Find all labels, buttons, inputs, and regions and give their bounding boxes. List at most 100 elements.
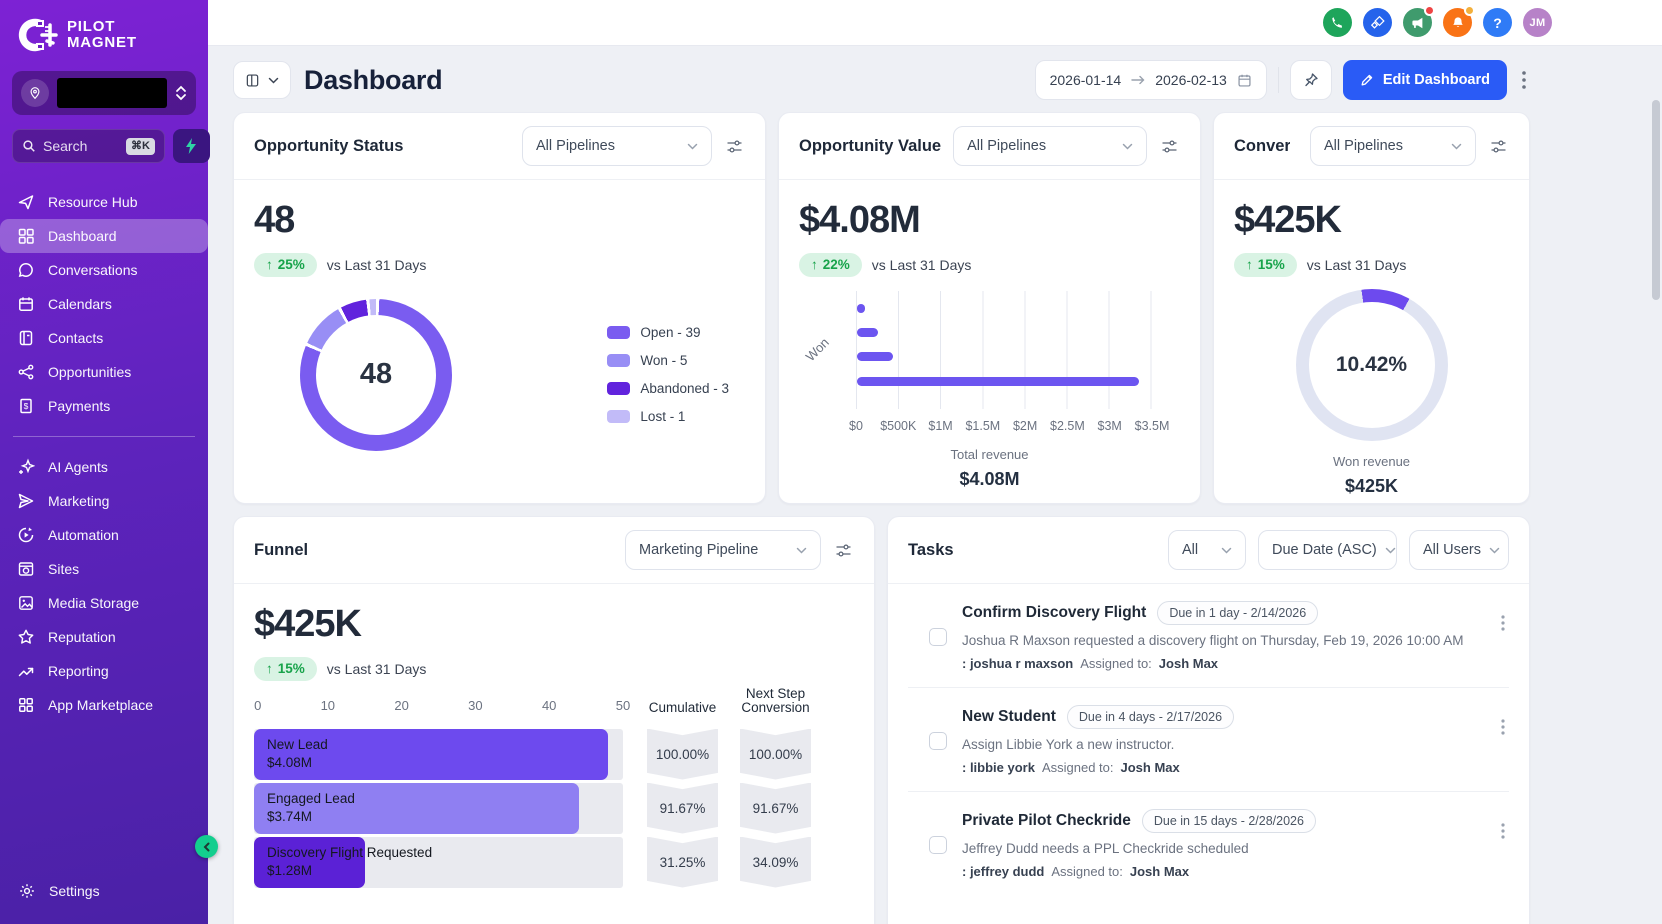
pipeline-select[interactable]: All Pipelines: [522, 126, 712, 166]
gear-icon: [18, 882, 36, 900]
sidebar-item-contacts[interactable]: Contacts: [0, 321, 208, 355]
sidebar-item-app-marketplace[interactable]: App Marketplace: [0, 688, 208, 722]
sidebar-item-automation[interactable]: Automation: [0, 518, 208, 552]
sidebar-item-sites[interactable]: Sites: [0, 552, 208, 586]
funnel-card: Funnel Marketing Pipeline $425K ↑ 15% vs …: [233, 516, 875, 924]
browser-globe-icon: [17, 560, 35, 578]
sidebar-item-conversations[interactable]: Conversations: [0, 253, 208, 287]
stage-label: Engaged Lead: [267, 790, 355, 806]
funnel-row[interactable]: Engaged Lead $3.74M: [254, 782, 623, 834]
stage-value: $3.74M: [267, 808, 313, 824]
phone-button[interactable]: [1323, 8, 1352, 37]
sidebar-item-calendars[interactable]: Calendars: [0, 287, 208, 321]
sidebar-item-resource-hub[interactable]: Resource Hub: [0, 185, 208, 219]
page-header: Dashboard 2026-01-14 2026-02-13: [233, 59, 1530, 101]
sidebar-item-label: Settings: [49, 883, 100, 899]
pipeline-select[interactable]: Marketing Pipeline: [625, 530, 821, 570]
widget-filter-button[interactable]: [833, 540, 854, 561]
user-avatar[interactable]: JM: [1523, 8, 1552, 37]
dashboard-picker-button[interactable]: [233, 61, 291, 99]
task-user-filter[interactable]: All Users: [1409, 530, 1509, 570]
notifications-button[interactable]: [1443, 5, 1475, 37]
due-date-badge: Due in 4 days - 2/17/2026: [1066, 705, 1235, 729]
announcements-button[interactable]: [1403, 5, 1435, 37]
page-scrollbar[interactable]: [1652, 100, 1660, 300]
rewards-button[interactable]: [1363, 8, 1392, 37]
chevron-down-icon: [1221, 547, 1232, 554]
sidebar-item-ai-agents[interactable]: AI Agents: [0, 450, 208, 484]
up-arrow-icon: ↑: [811, 257, 818, 272]
task-kebab-menu[interactable]: [1497, 715, 1509, 739]
sidebar-item-label: Reporting: [48, 663, 109, 679]
next-step-cell: 100.00%: [740, 728, 811, 780]
widget-filter-button[interactable]: [724, 136, 745, 157]
select-value: Marketing Pipeline: [639, 542, 759, 558]
quick-actions-button[interactable]: [172, 129, 210, 163]
compare-label: vs Last 31 Days: [1306, 256, 1407, 273]
sidebar-item-opportunities[interactable]: Opportunities: [0, 355, 208, 389]
task-assignee: Josh Max: [1129, 864, 1190, 879]
divider: [1277, 67, 1279, 93]
arrow-right-icon: [1131, 75, 1145, 85]
sidebar-item-label: AI Agents: [48, 459, 108, 475]
up-arrow-icon: ↑: [266, 257, 273, 272]
chevron-down-icon: [687, 143, 698, 150]
calendar-icon: [1237, 73, 1252, 88]
task-kebab-menu[interactable]: [1497, 611, 1509, 635]
task-contact[interactable]: : jeffrey dudd: [962, 864, 1045, 879]
task-checkbox[interactable]: [929, 836, 947, 854]
sidebar-item-reputation[interactable]: Reputation: [0, 620, 208, 654]
funnel-row[interactable]: Discovery Flight Requested $1.28M: [254, 836, 623, 888]
sidebar-collapse-button[interactable]: [195, 835, 218, 858]
pin-dashboard-button[interactable]: [1289, 60, 1332, 100]
funnel-chart: 0 10 20 30 40 50 New Lead $4.08M Engaged …: [234, 686, 874, 891]
sidebar-item-payments[interactable]: $ Payments: [0, 389, 208, 423]
invoice-dollar-icon: $: [17, 397, 35, 415]
account-chevrons-icon: [175, 85, 187, 101]
task-checkbox[interactable]: [929, 732, 947, 750]
legend-swatch: [607, 354, 631, 367]
search-input[interactable]: [43, 138, 119, 154]
sidebar-item-reporting[interactable]: Reporting: [0, 654, 208, 688]
account-switcher[interactable]: [12, 71, 196, 115]
search-icon: [22, 139, 36, 153]
task-sort-select[interactable]: Due Date (ASC): [1258, 530, 1397, 570]
widget-filter-button[interactable]: [1159, 136, 1180, 157]
task-status-filter[interactable]: All: [1168, 530, 1246, 570]
funnel-total-value: $425K: [254, 603, 362, 645]
pilot-magnet-logo-icon: [14, 15, 58, 55]
task-checkbox[interactable]: [929, 628, 947, 646]
widget-filter-button[interactable]: [1488, 136, 1509, 157]
header-kebab-menu[interactable]: [1518, 67, 1530, 93]
y-axis-label: Won: [802, 334, 833, 365]
date-end: 2026-02-13: [1155, 72, 1227, 88]
compare-label: vs Last 31 Days: [326, 256, 427, 273]
sidebar-item-settings[interactable]: Settings: [1, 874, 207, 908]
sidebar-search[interactable]: ⌘K: [12, 129, 165, 163]
sidebar-item-marketing[interactable]: Marketing: [0, 484, 208, 518]
date-range-picker[interactable]: 2026-01-14 2026-02-13: [1034, 60, 1267, 100]
task-title[interactable]: New Student: [962, 708, 1056, 725]
sidebar-item-media-storage[interactable]: Media Storage: [0, 586, 208, 620]
select-value: All Pipelines: [967, 138, 1047, 154]
task-kebab-menu[interactable]: [1497, 819, 1509, 843]
search-shortcut-badge: ⌘K: [126, 137, 155, 155]
footer-value: $425K: [1344, 475, 1399, 496]
status-donut-chart: 48: [300, 298, 452, 451]
pipeline-select[interactable]: All Pipelines: [953, 126, 1147, 166]
sidebar-item-dashboard[interactable]: Dashboard: [0, 219, 208, 253]
up-arrow-icon: ↑: [266, 661, 273, 676]
task-contact[interactable]: : libbie york: [962, 760, 1035, 775]
task-contact[interactable]: : joshua r maxson: [962, 656, 1074, 671]
diamond-sparkle-icon: [1370, 15, 1385, 30]
location-pin-icon: [21, 79, 49, 107]
next-step-cell: 91.67%: [740, 782, 811, 834]
task-title[interactable]: Confirm Discovery Flight: [962, 604, 1147, 621]
pipeline-select[interactable]: All Pipelines: [1310, 126, 1476, 166]
compare-label: vs Last 31 Days: [871, 256, 972, 273]
funnel-row[interactable]: New Lead $4.08M: [254, 728, 623, 780]
edit-dashboard-button[interactable]: Edit Dashboard: [1342, 60, 1507, 100]
help-button[interactable]: ?: [1483, 8, 1512, 37]
task-title[interactable]: Private Pilot Checkride: [962, 812, 1131, 829]
delta-badge: ↑ 15%: [254, 657, 317, 681]
